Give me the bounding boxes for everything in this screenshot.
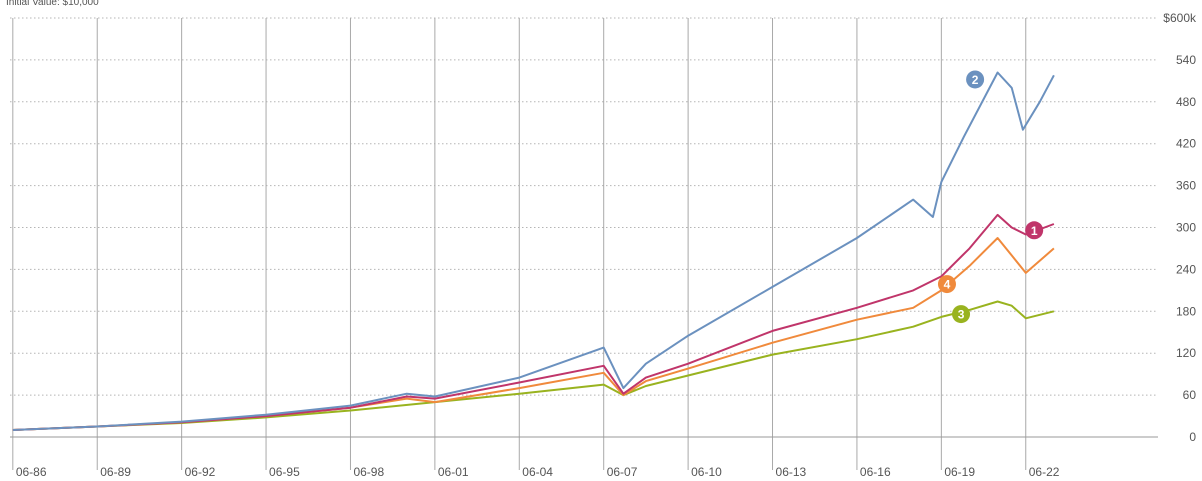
y-tick-label: 480 [1176, 95, 1196, 109]
y-tick-label: 60 [1183, 388, 1197, 402]
y-tick-label: 540 [1176, 53, 1196, 67]
series-marker-label-2: 2 [972, 73, 979, 87]
x-axis-tick-labels: 06-86 06-89 06-92 06-95 06-98 06-01 06-04 06-07… [16, 465, 1060, 479]
series-marker-4 [937, 275, 956, 294]
x-tick-label: 06-13 [776, 465, 807, 479]
series-line-2 [12, 71, 1055, 431]
y-tick-label: 0 [1189, 430, 1196, 444]
y-tick-label: 240 [1176, 262, 1196, 276]
y-tick-label: 300 [1176, 221, 1196, 235]
horizontal-gridlines [10, 17, 1158, 396]
series-marker-1 [1025, 221, 1044, 240]
series-marker-3 [952, 305, 971, 324]
x-tick-label: 06-92 [185, 465, 216, 479]
x-tick-label: 06-86 [16, 465, 47, 479]
x-tick-label: 06-07 [607, 465, 638, 479]
series-marker-2 [966, 70, 985, 89]
series-markers: 2 1 4 3 [937, 70, 1044, 324]
series-line-1 [12, 213, 1055, 431]
x-tick-label: 06-10 [691, 465, 722, 479]
series-marker-label-4: 4 [944, 278, 951, 292]
series-marker-label-3: 3 [958, 308, 965, 322]
y-tick-label: 360 [1176, 179, 1196, 193]
x-tick-label: 06-19 [944, 465, 975, 479]
series-marker-label-1: 1 [1031, 224, 1038, 238]
series-line-3 [12, 300, 1055, 431]
x-tick-label: 06-16 [860, 465, 891, 479]
vertical-gridlines [12, 18, 1027, 470]
x-tick-label: 06-89 [100, 465, 131, 479]
x-tick-label: 06-04 [522, 465, 553, 479]
x-tick-label: 06-95 [269, 465, 300, 479]
series-line-4 [12, 237, 1055, 431]
initial-value-caption: Initial Value: $10,000 [6, 0, 99, 8]
y-tick-label: 420 [1176, 137, 1196, 151]
y-tick-label: 180 [1176, 304, 1196, 318]
series-lines [12, 71, 1055, 431]
y-tick-label: $600k [1163, 11, 1197, 25]
x-tick-label: 06-01 [438, 465, 469, 479]
x-tick-label: 06-98 [353, 465, 384, 479]
x-tick-label: 06-22 [1029, 465, 1060, 479]
y-tick-label: 120 [1176, 346, 1196, 360]
y-axis-tick-labels: 0 60 120 180 240 300 360 420 480 540 $600k [1163, 11, 1197, 444]
